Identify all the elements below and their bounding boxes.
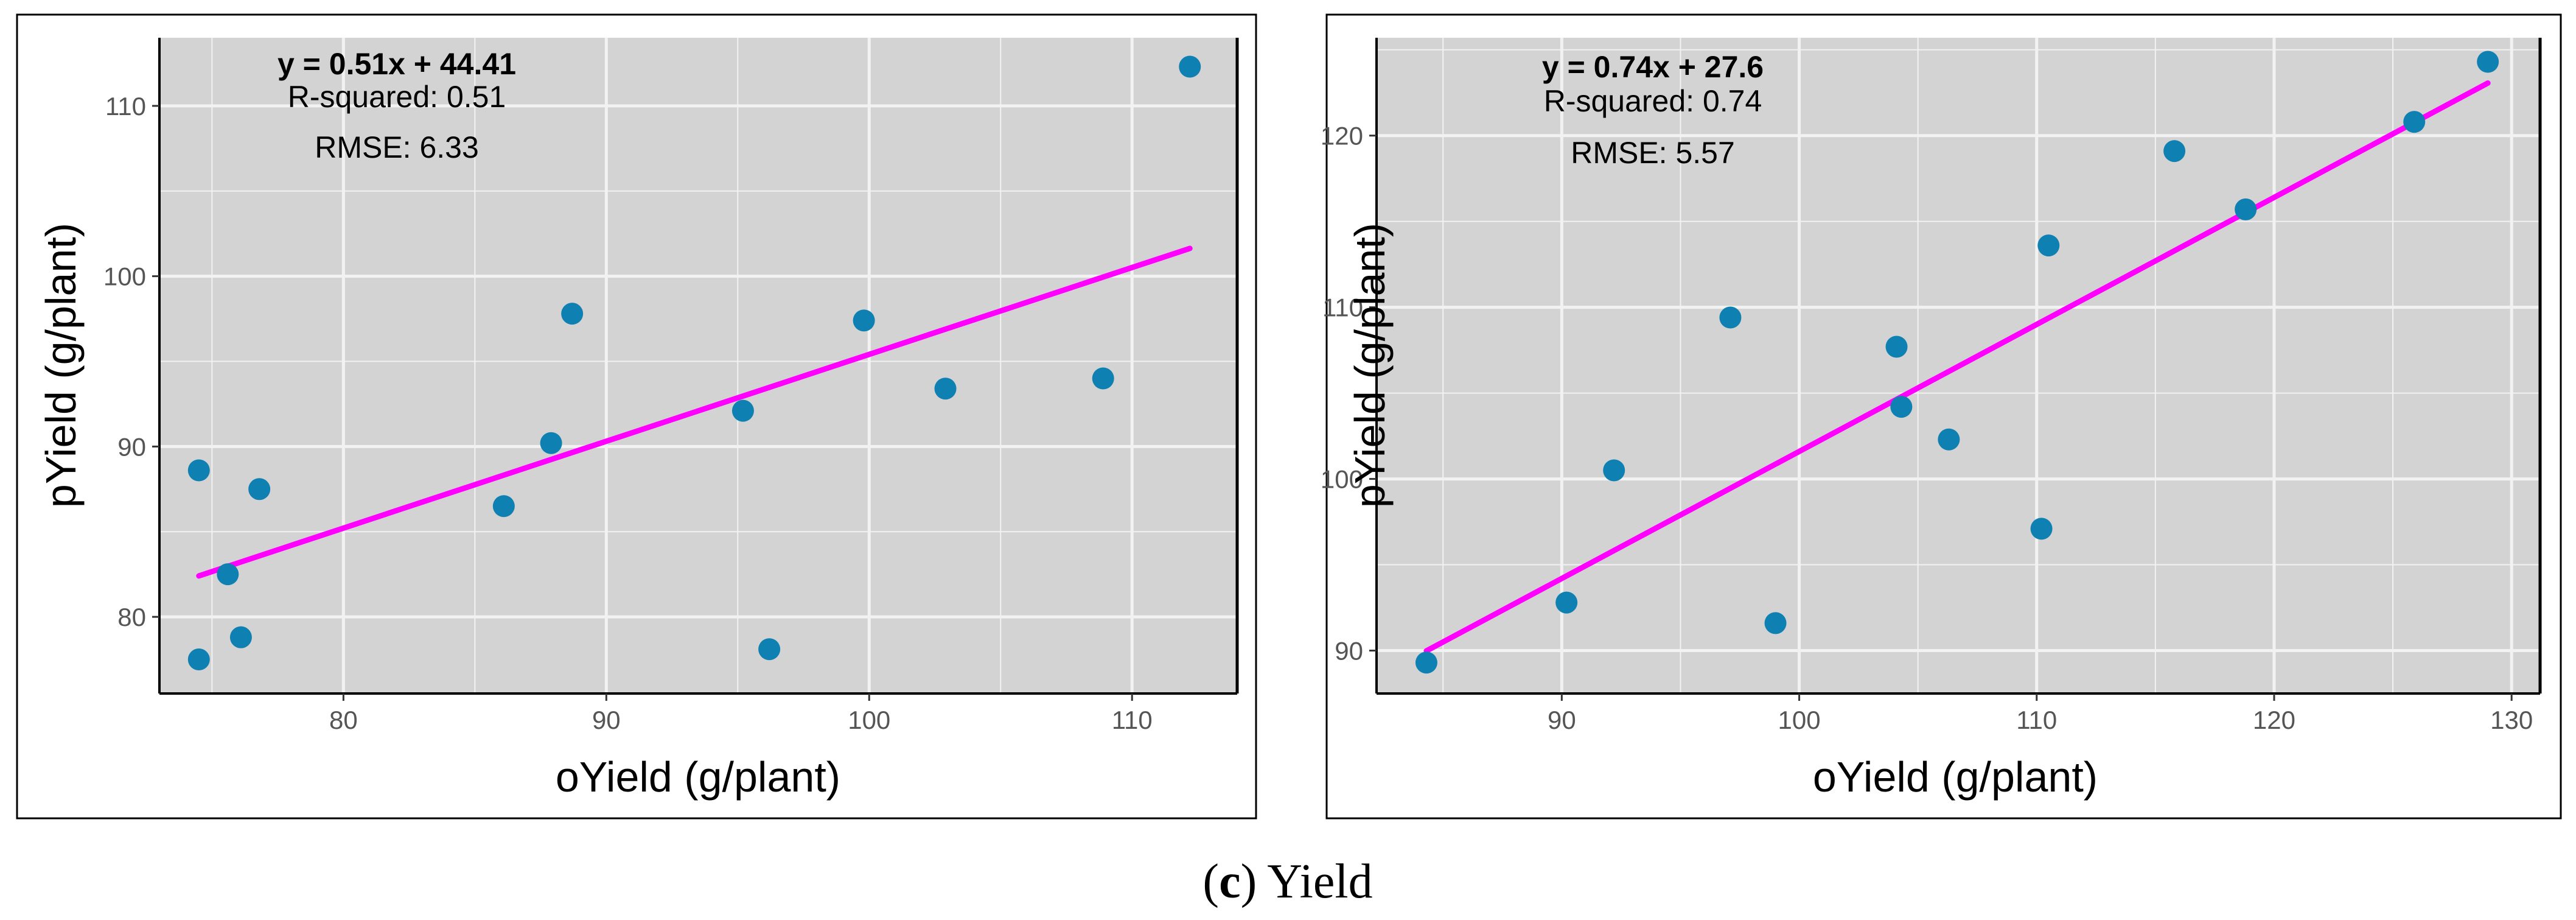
caption-letter: c <box>1219 855 1241 908</box>
chart-right-points-layer <box>1415 51 2499 674</box>
chart-left-y-tick-label: 80 <box>117 603 146 631</box>
chart-right-data-point <box>2163 140 2186 163</box>
chart-right-y-tick-label: 120 <box>1321 122 1363 150</box>
chart-left-points-layer <box>187 55 1201 671</box>
chart-left-data-point <box>492 495 515 518</box>
chart-left: 80 90 100 110 80 90 100 110 y = 0.51x + 44.41 R… <box>16 13 1257 820</box>
chart-right-data-point <box>2235 198 2257 220</box>
chart-left-grid <box>159 38 1237 694</box>
chart-right-data-point <box>2037 234 2060 257</box>
chart-left-y-tick-label: 90 <box>117 432 146 461</box>
chart-left-data-point <box>187 648 210 671</box>
chart-right-grid <box>1377 38 2540 694</box>
caption-open-paren: ( <box>1202 855 1219 908</box>
chart-right-ticks-layer: 90 100 110 120 130 90 100 110 120 <box>1321 122 2533 734</box>
chart-right-y-tick-label: 90 <box>1335 637 1363 665</box>
chart-left-x-axis-title: oYield (g/plant) <box>556 753 840 801</box>
chart-left-data-point <box>248 478 271 500</box>
caption-text: Yield <box>1257 855 1372 908</box>
chart-left-data-point <box>758 638 781 661</box>
chart-left-data-point <box>561 303 584 325</box>
chart-left-y-tick-label: 100 <box>103 262 146 291</box>
chart-left-data-point <box>1179 55 1201 78</box>
chart-right-data-point <box>2030 518 2053 540</box>
chart-left-fit-layer <box>196 245 1193 579</box>
chart-left-equation: y = 0.51x + 44.41 <box>277 47 516 81</box>
chart-right-x-axis-title: oYield (g/plant) <box>1813 753 2098 801</box>
chart-right-data-point <box>1890 396 1913 418</box>
chart-right-x-tick-label: 90 <box>1548 706 1576 734</box>
chart-right-rmse: RMSE: 5.57 <box>1571 136 1735 170</box>
chart-left-x-tick-label: 110 <box>1112 706 1153 734</box>
chart-left-data-point <box>229 626 252 648</box>
caption-close-paren: ) <box>1241 855 1257 908</box>
chart-left-x-tick-label: 80 <box>329 706 358 734</box>
chart-right-x-tick-label: 120 <box>2253 706 2295 734</box>
chart-right-data-point <box>2477 51 2499 73</box>
chart-left-data-point <box>187 459 210 482</box>
chart-left-data-point <box>934 377 957 400</box>
chart-left-rmse: RMSE: 6.33 <box>315 130 479 164</box>
chart-right-x-tick-label: 130 <box>2490 706 2533 734</box>
chart-left-y-axis-title: pYield (g/plant) <box>37 223 85 508</box>
chart-left-data-point <box>540 432 562 454</box>
chart-right-data-point <box>1938 428 1960 451</box>
chart-left-data-point <box>1092 367 1114 390</box>
chart-left-plot-area <box>159 38 1237 694</box>
chart-right-data-point <box>1555 591 1578 614</box>
chart-right-data-point <box>1764 612 1787 634</box>
chart-left-y-tick-label: 110 <box>105 92 146 121</box>
chart-right-regression-line <box>1423 80 2491 654</box>
chart-left-regression-line <box>196 245 1193 579</box>
chart-right-equation: y = 0.74x + 27.6 <box>1542 50 1764 84</box>
chart-right-x-tick-label: 110 <box>2016 706 2057 734</box>
chart-right-data-point <box>1415 651 1437 674</box>
chart-left-x-tick-label: 100 <box>848 706 890 734</box>
chart-right-data-point <box>1719 306 1742 329</box>
figure-caption: (c) Yield <box>1202 855 1372 908</box>
chart-right-data-point <box>1885 335 1908 358</box>
chart-left-ticks-layer: 80 90 100 110 80 90 100 110 <box>103 92 1153 734</box>
chart-right-data-point <box>1603 459 1625 482</box>
chart-right-x-tick-label: 100 <box>1778 706 1821 734</box>
chart-left-data-point <box>853 309 875 332</box>
chart-left-x-tick-label: 90 <box>592 706 621 734</box>
chart-right-y-tick-label: 100 <box>1321 465 1363 494</box>
chart-right-y-axis-title: pYield (g/plant) <box>1346 223 1394 508</box>
chart-right: 90 100 110 120 130 90 100 110 120 y = 0.74x + 27… <box>1321 13 2562 820</box>
chart-right-y-tick-label: 110 <box>1322 293 1363 322</box>
chart-right-fit-layer <box>1423 80 2491 654</box>
chart-right-data-point <box>2403 111 2426 133</box>
chart-left-r-squared: R-squared: 0.51 <box>288 80 506 114</box>
chart-left-data-point <box>731 399 754 422</box>
chart-left-data-point <box>217 563 239 586</box>
chart-right-r-squared: R-squared: 0.74 <box>1544 84 1762 118</box>
